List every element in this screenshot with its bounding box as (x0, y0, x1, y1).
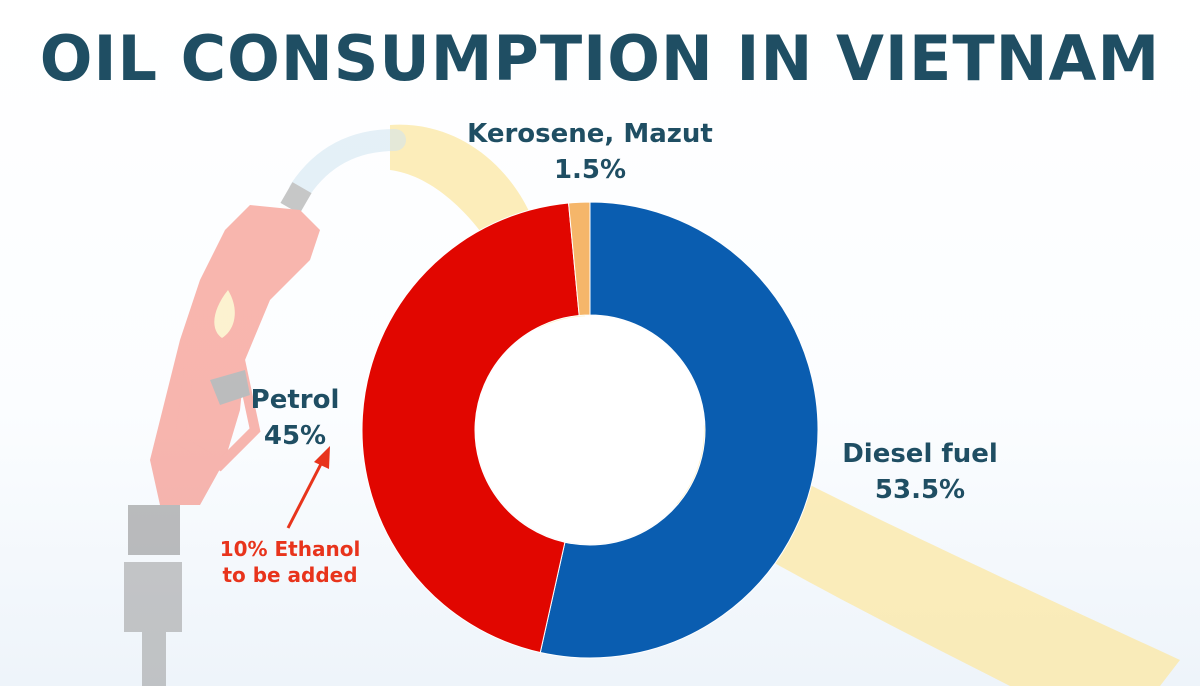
slice-label-diesel: Diesel fuel 53.5% (820, 436, 1020, 508)
petrol-name: Petrol (250, 385, 340, 415)
diesel-name: Diesel fuel (842, 439, 998, 469)
slice-label-kerosene: Kerosene, Mazut 1.5% (430, 116, 750, 188)
diesel-value: 53.5% (874, 475, 966, 505)
petrol-value: 45% (263, 421, 327, 451)
annotation-ethanol: 10% Ethanol to be added (190, 536, 390, 588)
kerosene-name: Kerosene, Mazut (467, 119, 713, 149)
annotation-arrow (286, 446, 330, 529)
chart-title: OIL CONSUMPTION IN VIETNAM (39, 22, 1161, 95)
donut-slice-diesel-fuel (539, 201, 819, 659)
donut-slice-kerosene-mazut (567, 201, 591, 317)
fuel-nozzle-icon (124, 129, 406, 686)
annotation-line-2: to be added (222, 563, 358, 587)
donut-slice-petrol (361, 202, 580, 654)
donut-hole (476, 316, 704, 544)
slice-label-petrol: Petrol 45% (220, 382, 370, 454)
annotation-line-1: 10% Ethanol (219, 537, 361, 561)
donut-chart (361, 201, 819, 659)
kerosene-value: 1.5% (553, 155, 627, 185)
hose-ribbon (390, 124, 1180, 686)
